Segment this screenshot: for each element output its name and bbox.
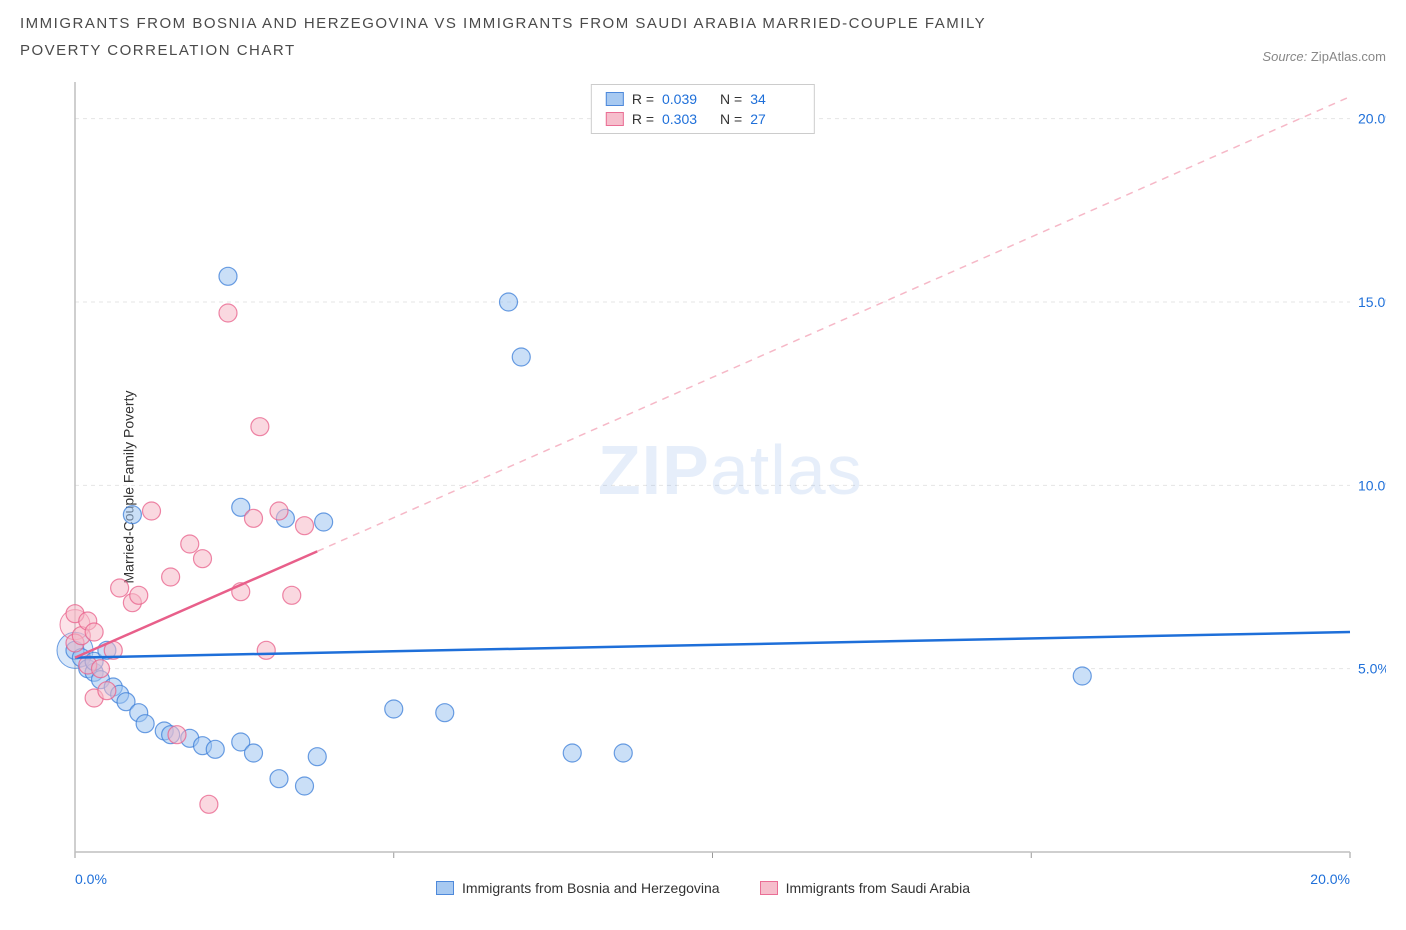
stat-n-saudi: 27 [750, 111, 800, 127]
swatch-bosnia [436, 881, 454, 895]
legend-item-saudi: Immigrants from Saudi Arabia [760, 880, 970, 896]
stat-n-label: N = [720, 111, 742, 127]
chart-title: IMMIGRANTS FROM BOSNIA AND HERZEGOVINA V… [20, 10, 1070, 64]
source-name: ZipAtlas.com [1311, 49, 1386, 64]
legend-label-saudi: Immigrants from Saudi Arabia [786, 880, 970, 896]
series-legend: Immigrants from Bosnia and Herzegovina I… [20, 880, 1386, 896]
correlation-chart: 5.0%10.0%15.0%20.0%0.0%20.0% [20, 72, 1386, 902]
stat-r-saudi: 0.303 [662, 111, 712, 127]
source-credit: Source: ZipAtlas.com [1262, 49, 1386, 64]
stat-r-label: R = [632, 111, 654, 127]
stat-r-bosnia: 0.039 [662, 91, 712, 107]
stat-r-label: R = [632, 91, 654, 107]
source-label: Source: [1262, 49, 1307, 64]
svg-text:10.0%: 10.0% [1358, 477, 1386, 493]
legend-label-bosnia: Immigrants from Bosnia and Herzegovina [462, 880, 720, 896]
swatch-bosnia [606, 92, 624, 106]
swatch-saudi [760, 881, 778, 895]
svg-text:5.0%: 5.0% [1358, 661, 1386, 677]
chart-container: Married-Couple Family Poverty 5.0%10.0%1… [20, 72, 1386, 902]
swatch-saudi [606, 112, 624, 126]
stat-n-bosnia: 34 [750, 91, 800, 107]
stat-n-label: N = [720, 91, 742, 107]
stats-legend: R = 0.039 N = 34 R = 0.303 N = 27 [591, 84, 815, 134]
stats-row-saudi: R = 0.303 N = 27 [606, 109, 800, 129]
svg-text:20.0%: 20.0% [1358, 111, 1386, 127]
svg-text:15.0%: 15.0% [1358, 294, 1386, 310]
stats-row-bosnia: R = 0.039 N = 34 [606, 89, 800, 109]
legend-item-bosnia: Immigrants from Bosnia and Herzegovina [436, 880, 720, 896]
